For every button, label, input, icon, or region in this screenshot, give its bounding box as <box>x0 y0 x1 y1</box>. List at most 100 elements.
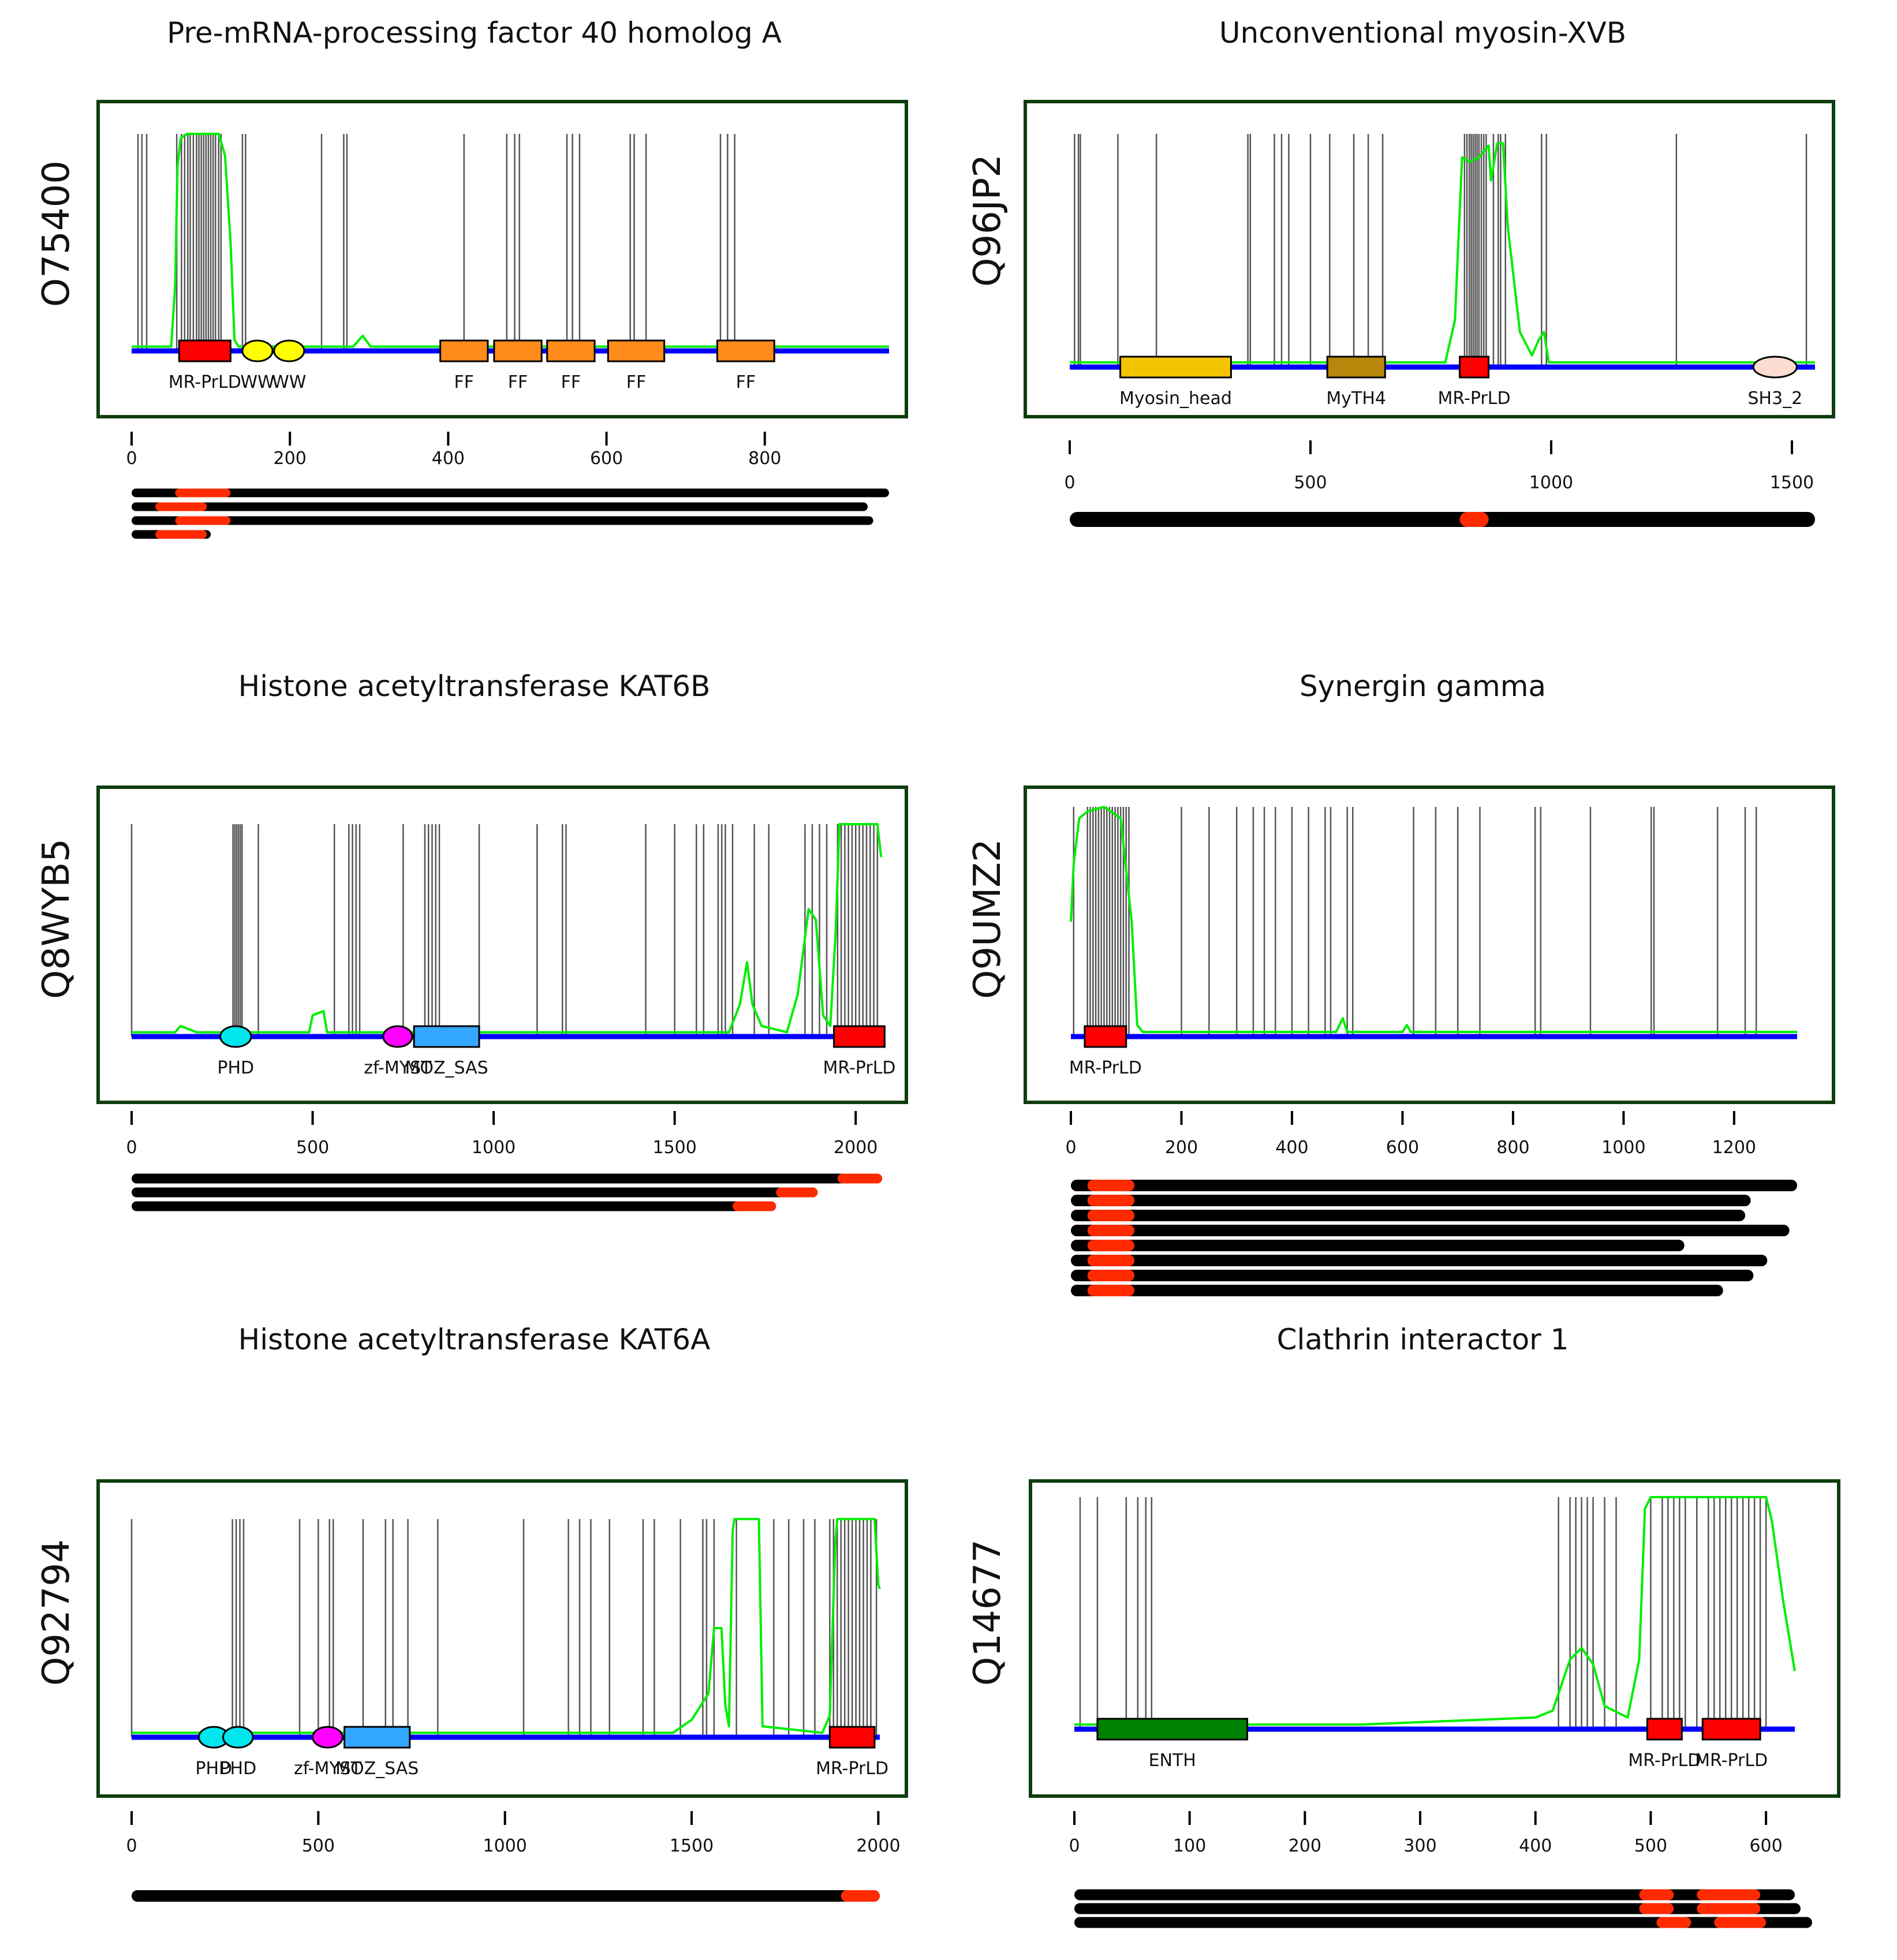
domain-label: MR-PrLD <box>1695 1750 1768 1771</box>
isoform-bar <box>132 516 873 525</box>
domain-label: MOZ_SAS <box>405 1058 488 1078</box>
isoform-prld <box>1697 1889 1761 1901</box>
x-tick-label: 600 <box>590 448 623 469</box>
domain-label: FF <box>561 372 581 392</box>
isoform-bar <box>1070 512 1815 527</box>
domain-rect <box>546 339 596 362</box>
plot-frame <box>1024 100 1835 418</box>
isoform-bar <box>1074 1889 1795 1901</box>
x-tick-label: 400 <box>432 448 465 469</box>
domain-rect <box>607 339 666 362</box>
x-tick-label: 200 <box>1289 1836 1321 1856</box>
domain-label: MR-PrLD <box>1628 1750 1701 1771</box>
domain-rect <box>1326 356 1386 379</box>
panel-O75400: Pre-mRNA-processing factor 40 homolog A … <box>0 0 948 653</box>
domain-rect <box>833 1025 886 1048</box>
x-tick-label: 1200 <box>1712 1138 1756 1158</box>
panel-Q9UMZ2: Synergin gamma Q9UMZ2 MR-PrLD 0 200 400 600 8… <box>948 653 1897 1307</box>
domain-rect <box>439 339 489 362</box>
domain-ellipse <box>1752 356 1798 379</box>
x-tick-label: 2000 <box>856 1836 900 1856</box>
domain-ellipse <box>222 1726 254 1749</box>
domain-label: Myosin_head <box>1119 388 1232 409</box>
isoform-prld <box>1087 1210 1135 1221</box>
domain-label: WW <box>240 372 274 392</box>
isoform-bar <box>1071 1195 1751 1206</box>
isoform-prld <box>1087 1240 1135 1251</box>
domain-rect <box>1096 1718 1249 1741</box>
x-tick-label: 600 <box>1386 1138 1419 1158</box>
panel-Q8WYB5: Histone acetyltransferase KAT6B Q8WYB5 P… <box>0 653 948 1307</box>
x-tick-label: 1500 <box>670 1836 714 1856</box>
domain-ellipse <box>382 1025 413 1048</box>
x-tick-label: 600 <box>1749 1836 1782 1856</box>
domain-label: FF <box>508 372 528 392</box>
domain-label: MR-PrLD <box>1069 1058 1142 1078</box>
domain-label: MyTH4 <box>1326 388 1386 409</box>
panel-title: Histone acetyltransferase KAT6B <box>238 669 711 703</box>
isoform-prld <box>1087 1270 1135 1281</box>
domain-ellipse <box>312 1726 343 1749</box>
x-tick-label: 400 <box>1519 1836 1552 1856</box>
x-tick-label: 1000 <box>1529 473 1573 493</box>
panel-Q14677: Clathrin interactor 1 Q14677 ENTH MR-PrLD… <box>948 1307 1897 1960</box>
x-tick-label: 800 <box>748 448 781 469</box>
domain-rect <box>1084 1025 1127 1048</box>
domain-label: MR-PrLD <box>169 372 241 392</box>
x-tick-label: 1000 <box>472 1138 516 1158</box>
isoform-bar <box>1071 1180 1797 1191</box>
domain-label: PHD <box>195 1759 232 1779</box>
panel-title: Unconventional myosin-XVB <box>1219 16 1627 50</box>
prion-score-line <box>1074 1496 1796 1726</box>
x-tick-label: 0 <box>126 1138 137 1158</box>
isoform-prld <box>1087 1195 1135 1206</box>
x-tick-label: 0 <box>1065 1138 1076 1158</box>
panel-Q96JP2: Unconventional myosin-XVB Q96JP2 Myosin_… <box>948 0 1897 653</box>
isoform-prld <box>1087 1180 1135 1191</box>
isoform-bar <box>132 1890 880 1902</box>
x-tick-label: 400 <box>1275 1138 1308 1158</box>
isoform-prld <box>155 530 207 539</box>
isoform-prld <box>1639 1889 1674 1901</box>
domain-label: SH3_2 <box>1747 388 1802 409</box>
prion-score-line <box>132 133 889 348</box>
x-tick-label: 500 <box>1294 473 1327 493</box>
isoform-bar <box>1071 1225 1790 1236</box>
panel-title: Pre-mRNA-processing factor 40 homolog A <box>167 16 782 50</box>
domain-map-chart: Myosin_head MyTH4 MR-PrLD SH3_2 0 500 1000 1500 <box>1024 100 1835 527</box>
isoform-prld <box>1087 1285 1135 1296</box>
isoform-prld <box>175 516 231 525</box>
domain-label: MOZ_SAS <box>335 1759 419 1779</box>
prion-score-line <box>132 823 883 1034</box>
isoform-prld <box>776 1187 818 1198</box>
domain-label: WW <box>272 372 306 392</box>
plot-frame <box>96 786 908 1104</box>
domain-label: MR-PrLD <box>1438 388 1511 409</box>
isoform-bar <box>132 1173 882 1184</box>
isoform-prld <box>1714 1917 1767 1928</box>
x-tick-label: 1000 <box>1601 1138 1645 1158</box>
isoform-prld <box>1087 1255 1135 1266</box>
domain-rect <box>178 339 231 362</box>
x-tick-label: 100 <box>1173 1836 1206 1856</box>
domain-label: MR-PrLD <box>816 1759 888 1779</box>
domain-label: PHD <box>219 1759 256 1779</box>
domain-ellipse <box>273 339 305 362</box>
plot-frame <box>96 1479 908 1798</box>
x-tick-label: 1500 <box>1770 473 1814 493</box>
domain-ellipse <box>241 339 274 362</box>
isoform-bar <box>132 502 868 511</box>
isoform-bar <box>132 1201 776 1211</box>
domain-rect <box>343 1726 411 1749</box>
plot-frame <box>96 100 908 418</box>
x-tick-label: 500 <box>302 1836 335 1856</box>
isoform-bar <box>1071 1255 1768 1266</box>
isoform-prld <box>1656 1917 1691 1928</box>
isoform-prld <box>837 1173 882 1184</box>
isoform-bar <box>1074 1917 1812 1928</box>
isoform-prld <box>1639 1903 1674 1914</box>
panel-title: Histone acetyltransferase KAT6A <box>238 1323 711 1356</box>
